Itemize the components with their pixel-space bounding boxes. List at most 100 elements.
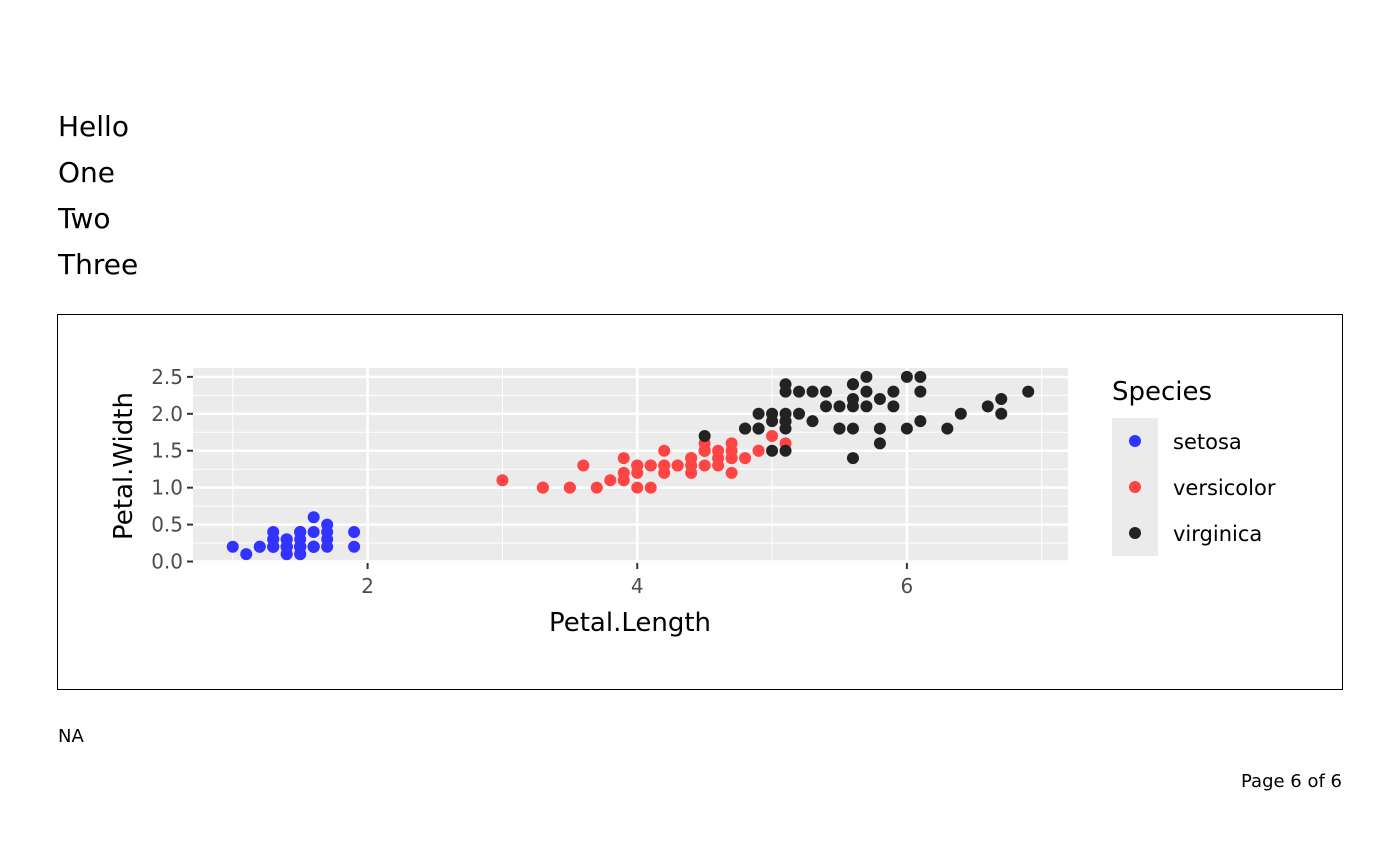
data-point-versicolor — [617, 466, 630, 479]
legend-key-setosa — [1129, 435, 1141, 447]
data-point-virginica — [819, 400, 832, 413]
data-point-virginica — [900, 422, 913, 435]
data-point-versicolor — [536, 481, 549, 494]
y-tick-label: 1.0 — [151, 476, 183, 500]
data-point-setosa — [307, 511, 320, 524]
data-point-virginica — [766, 415, 779, 428]
data-point-versicolor — [671, 459, 684, 472]
data-point-versicolor — [604, 474, 617, 487]
data-point-setosa — [253, 540, 266, 553]
data-point-virginica — [995, 407, 1008, 420]
legend-key-versicolor — [1129, 481, 1141, 493]
legend-label-virginica: virginica — [1173, 522, 1262, 546]
data-point-virginica — [806, 415, 819, 428]
data-point-versicolor — [658, 444, 671, 457]
x-tick-label: 2 — [361, 574, 374, 598]
data-point-virginica — [752, 422, 765, 435]
data-point-virginica — [995, 393, 1008, 406]
data-point-virginica — [873, 437, 886, 450]
text-line-two: Two — [58, 202, 111, 235]
data-point-setosa — [321, 518, 334, 531]
data-point-virginica — [779, 422, 792, 435]
data-point-setosa — [226, 540, 239, 553]
data-point-virginica — [981, 400, 994, 413]
legend-label-setosa: setosa — [1173, 430, 1242, 454]
data-point-versicolor — [496, 474, 509, 487]
na-note: NA — [58, 726, 84, 747]
data-point-versicolor — [725, 444, 738, 457]
data-point-virginica — [766, 444, 779, 457]
y-tick-label: 0.0 — [151, 550, 183, 574]
data-point-virginica — [846, 378, 859, 391]
data-point-versicolor — [712, 452, 725, 465]
data-point-virginica — [1022, 385, 1035, 398]
data-point-virginica — [941, 422, 954, 435]
y-tick-label: 2.5 — [151, 365, 183, 389]
data-point-virginica — [873, 422, 886, 435]
data-point-virginica — [860, 370, 873, 383]
data-point-virginica — [819, 385, 832, 398]
data-point-virginica — [833, 400, 846, 413]
legend-label-versicolor: versicolor — [1173, 476, 1276, 500]
data-point-virginica — [914, 385, 927, 398]
y-tick-label: 2.0 — [151, 402, 183, 426]
data-point-virginica — [779, 444, 792, 457]
data-point-setosa — [348, 525, 361, 538]
data-point-versicolor — [766, 429, 779, 442]
data-point-virginica — [793, 407, 806, 420]
text-line-three: Three — [58, 248, 139, 281]
data-point-setosa — [294, 525, 307, 538]
plot-frame — [57, 314, 1343, 690]
data-point-versicolor — [725, 466, 738, 479]
data-point-setosa — [321, 540, 334, 553]
data-point-virginica — [860, 400, 873, 413]
y-tick-label: 1.5 — [151, 439, 183, 463]
data-point-versicolor — [685, 466, 698, 479]
y-tick-label: 0.5 — [151, 513, 183, 537]
data-point-virginica — [900, 370, 913, 383]
data-point-virginica — [833, 422, 846, 435]
data-point-virginica — [846, 422, 859, 435]
data-point-virginica — [846, 393, 859, 406]
data-point-setosa — [240, 548, 253, 561]
data-point-versicolor — [658, 459, 671, 472]
data-point-setosa — [294, 540, 307, 553]
x-axis-label: Petal.Length — [549, 608, 711, 638]
data-point-versicolor — [563, 481, 576, 494]
data-point-versicolor — [577, 459, 590, 472]
data-point-versicolor — [752, 444, 765, 457]
data-point-versicolor — [631, 466, 644, 479]
data-point-setosa — [307, 540, 320, 553]
x-tick-label: 6 — [901, 574, 914, 598]
data-point-virginica — [806, 385, 819, 398]
data-point-versicolor — [739, 452, 752, 465]
data-point-virginica — [779, 385, 792, 398]
data-point-versicolor — [631, 481, 644, 494]
data-point-versicolor — [698, 459, 711, 472]
data-point-virginica — [846, 452, 859, 465]
data-point-virginica — [860, 385, 873, 398]
data-point-versicolor — [617, 452, 630, 465]
data-point-versicolor — [590, 481, 603, 494]
data-point-setosa — [348, 540, 361, 553]
data-point-virginica — [793, 385, 806, 398]
data-point-setosa — [280, 540, 293, 553]
data-point-setosa — [307, 525, 320, 538]
text-line-hello: Hello — [58, 110, 129, 143]
data-point-virginica — [698, 429, 711, 442]
plot-panel — [193, 368, 1068, 563]
x-tick-label: 4 — [631, 574, 644, 598]
legend-key-virginica — [1129, 527, 1141, 539]
data-point-virginica — [873, 393, 886, 406]
data-point-setosa — [267, 540, 280, 553]
data-point-virginica — [914, 370, 927, 383]
data-point-virginica — [739, 422, 752, 435]
data-point-virginica — [954, 407, 967, 420]
data-point-versicolor — [644, 459, 657, 472]
data-point-virginica — [752, 407, 765, 420]
page-number: Page 6 of 6 — [1241, 771, 1342, 792]
data-point-virginica — [914, 415, 927, 428]
data-point-virginica — [887, 385, 900, 398]
data-point-versicolor — [644, 481, 657, 494]
